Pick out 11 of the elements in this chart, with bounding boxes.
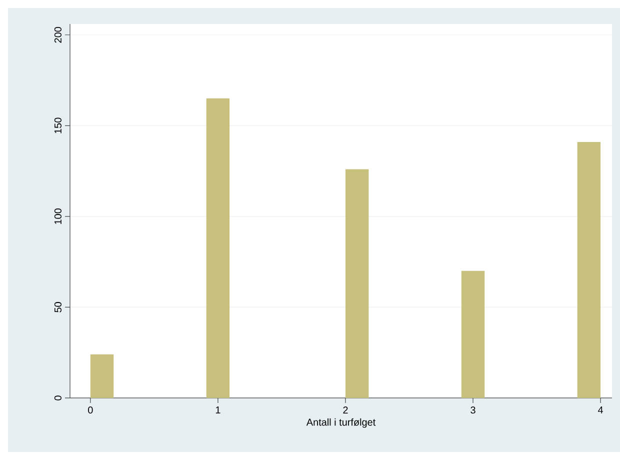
x-tick-label: 1	[216, 406, 220, 414]
x-tick-label: 4	[598, 406, 604, 414]
y-tick-label: 100	[54, 208, 62, 224]
y-tick-label: 150	[54, 118, 62, 134]
y-tick-label: 200	[54, 26, 62, 43]
x-tick-label: 0	[88, 406, 93, 414]
x-tick-label: 3	[470, 406, 476, 414]
y-tick-label: 0	[54, 396, 62, 400]
y-tick-label: 50	[54, 302, 62, 312]
x-axis-title: Antall i turfølget	[306, 418, 376, 428]
x-tick-label: 2	[343, 406, 348, 414]
